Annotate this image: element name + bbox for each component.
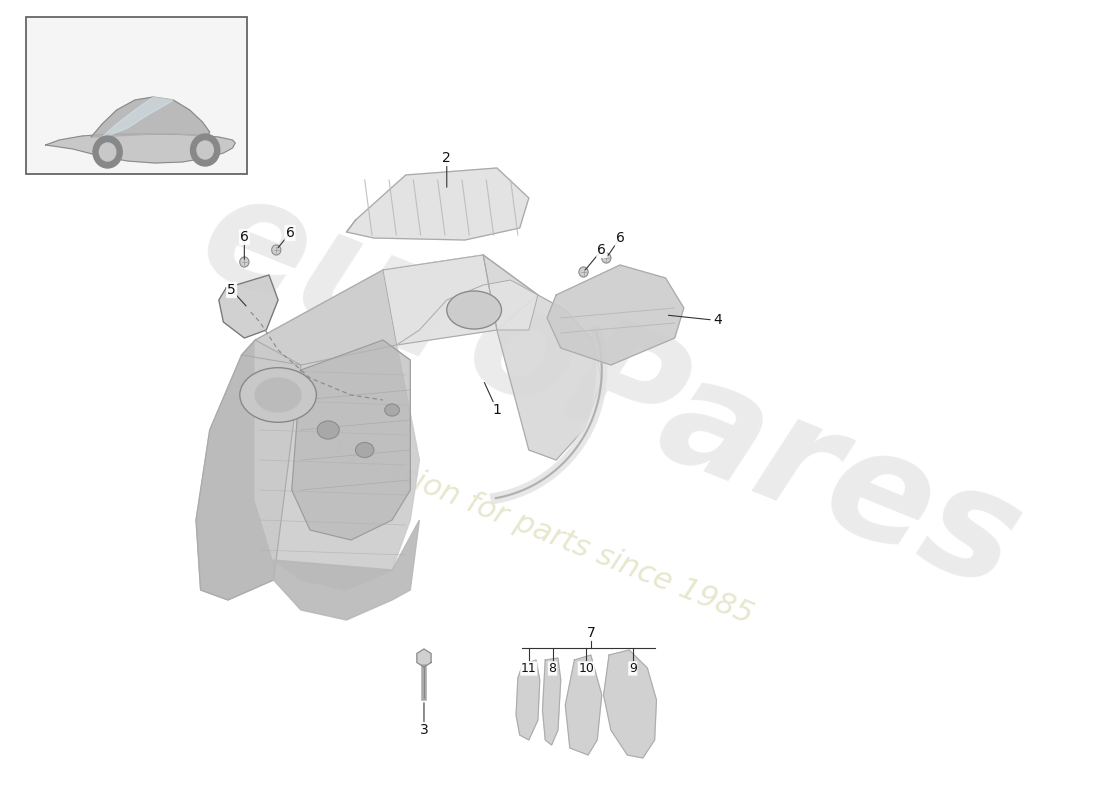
Polygon shape bbox=[547, 265, 684, 365]
Polygon shape bbox=[565, 655, 602, 755]
Text: 6: 6 bbox=[597, 243, 606, 257]
Circle shape bbox=[197, 141, 213, 159]
Polygon shape bbox=[274, 520, 419, 620]
Polygon shape bbox=[417, 649, 431, 667]
Text: 6: 6 bbox=[240, 230, 249, 244]
Text: 2: 2 bbox=[442, 151, 451, 165]
Polygon shape bbox=[45, 134, 235, 163]
Text: 6: 6 bbox=[616, 231, 625, 245]
Polygon shape bbox=[255, 270, 419, 590]
Circle shape bbox=[190, 134, 220, 166]
Circle shape bbox=[94, 136, 122, 168]
Polygon shape bbox=[542, 658, 561, 745]
Text: a passion for parts since 1985: a passion for parts since 1985 bbox=[319, 430, 757, 630]
Polygon shape bbox=[292, 340, 410, 540]
Polygon shape bbox=[219, 275, 278, 338]
Text: 4: 4 bbox=[713, 313, 722, 327]
Ellipse shape bbox=[385, 404, 399, 416]
Polygon shape bbox=[242, 255, 538, 365]
Circle shape bbox=[99, 143, 116, 161]
Circle shape bbox=[602, 253, 610, 263]
Text: 8: 8 bbox=[549, 662, 557, 675]
FancyBboxPatch shape bbox=[26, 17, 248, 174]
Polygon shape bbox=[346, 168, 529, 240]
Text: 5: 5 bbox=[228, 283, 236, 297]
Circle shape bbox=[579, 267, 588, 277]
Text: 3: 3 bbox=[419, 723, 428, 737]
Circle shape bbox=[240, 257, 249, 267]
Ellipse shape bbox=[317, 421, 339, 439]
Polygon shape bbox=[483, 255, 602, 460]
Polygon shape bbox=[604, 650, 657, 758]
Text: 9: 9 bbox=[629, 662, 637, 675]
Circle shape bbox=[272, 245, 280, 255]
Ellipse shape bbox=[447, 291, 502, 329]
Text: 7: 7 bbox=[586, 626, 595, 640]
Text: 6: 6 bbox=[286, 226, 295, 240]
Polygon shape bbox=[91, 97, 210, 137]
Text: 1: 1 bbox=[493, 403, 502, 417]
Ellipse shape bbox=[355, 442, 374, 458]
Polygon shape bbox=[516, 660, 540, 740]
Polygon shape bbox=[102, 97, 173, 137]
Text: euroPares: euroPares bbox=[180, 158, 1042, 622]
Text: 10: 10 bbox=[579, 662, 594, 675]
Ellipse shape bbox=[240, 368, 317, 422]
Ellipse shape bbox=[255, 378, 301, 412]
Polygon shape bbox=[383, 255, 538, 345]
Polygon shape bbox=[196, 340, 301, 600]
Text: 11: 11 bbox=[521, 662, 537, 675]
